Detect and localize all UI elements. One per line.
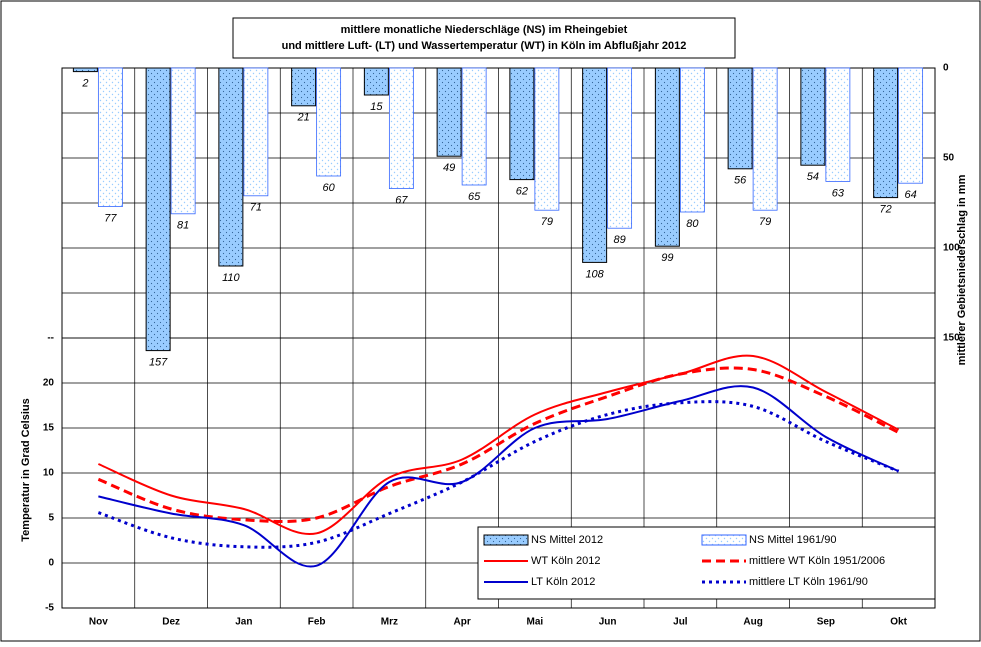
- bar: [752, 67, 778, 211]
- data-label: 80: [686, 218, 699, 230]
- bar: [800, 67, 826, 166]
- bar: [898, 67, 924, 184]
- bar: [145, 67, 171, 352]
- y-tick-label: 5: [48, 513, 54, 524]
- bar: [509, 67, 535, 181]
- legend-label: LT Köln 2012: [531, 576, 595, 588]
- bar: [363, 67, 389, 96]
- y-tick-label: -5: [45, 603, 54, 614]
- bar: [170, 67, 196, 215]
- data-label: 60: [323, 182, 336, 194]
- chart-title: mittlere monatliche Niederschläge (NS) i…: [341, 24, 628, 36]
- bar: [582, 67, 608, 263]
- y-tick-label: 10: [43, 468, 55, 479]
- x-tick-label: Feb: [308, 617, 326, 628]
- data-label: 79: [759, 216, 771, 228]
- data-label: 49: [443, 162, 455, 174]
- x-tick-label: Jan: [235, 617, 252, 628]
- data-label: 108: [585, 268, 604, 280]
- bar: [218, 67, 244, 267]
- bar: [72, 67, 98, 73]
- legend-swatch: [701, 534, 747, 546]
- y2-tick-label: 100: [943, 243, 960, 254]
- data-label: 157: [149, 357, 168, 369]
- data-label: 15: [370, 101, 383, 113]
- line: [97, 366, 900, 524]
- x-tick-label: Mrz: [381, 617, 398, 628]
- data-label: 2: [81, 78, 88, 90]
- bar: [654, 67, 680, 247]
- legend-label: NS Mittel 1961/90: [749, 534, 836, 546]
- y2-tick-label: 0: [943, 63, 949, 74]
- data-label: 63: [832, 187, 845, 199]
- data-label: 56: [734, 175, 747, 187]
- data-label: 71: [250, 202, 262, 214]
- bar: [243, 67, 269, 197]
- legend-label: mittlere WT Köln 1951/2006: [749, 555, 885, 567]
- line: [98, 385, 900, 568]
- bar: [873, 67, 899, 199]
- line: [97, 400, 900, 549]
- data-label: 72: [880, 204, 892, 216]
- y-tick-label: 0: [48, 558, 54, 569]
- data-label: 110: [222, 272, 240, 284]
- data-label: 79: [541, 216, 553, 228]
- y2-axis-title: mittlerer Gebietsniederschlag in mm: [956, 174, 968, 365]
- y-tick-label: --: [47, 333, 54, 344]
- data-label: 77: [104, 213, 117, 225]
- x-tick-label: Sep: [817, 617, 835, 628]
- x-tick-label: Jul: [673, 617, 688, 628]
- x-tick-label: Mai: [527, 617, 544, 628]
- bar: [727, 67, 753, 170]
- bar: [291, 67, 317, 107]
- data-label: 64: [905, 189, 917, 201]
- data-label: 89: [614, 234, 626, 246]
- x-tick-label: Aug: [743, 617, 762, 628]
- bar: [461, 67, 487, 186]
- data-label: 54: [807, 171, 819, 183]
- bar: [534, 67, 560, 211]
- bar: [316, 67, 342, 177]
- bar: [388, 67, 414, 189]
- bar: [825, 67, 851, 182]
- data-label: 62: [516, 186, 528, 198]
- y-tick-label: 20: [43, 378, 55, 389]
- x-tick-label: Jun: [599, 617, 617, 628]
- legend-label: NS Mittel 2012: [531, 534, 603, 546]
- title-box: [232, 17, 736, 59]
- bar: [436, 67, 462, 157]
- y2-tick-label: 50: [943, 153, 955, 164]
- x-tick-label: Okt: [890, 617, 907, 628]
- y-tick-label: 15: [43, 423, 55, 434]
- legend-label: WT Köln 2012: [531, 555, 601, 567]
- data-label: 65: [468, 191, 481, 203]
- data-label: 81: [177, 220, 189, 232]
- bar: [679, 67, 705, 213]
- bar: [97, 67, 123, 208]
- legend-swatch: [483, 534, 529, 546]
- x-tick-label: Apr: [454, 617, 471, 628]
- line: [97, 354, 900, 536]
- data-label: 99: [661, 252, 673, 264]
- data-label: 21: [297, 112, 310, 124]
- x-tick-label: Dez: [162, 617, 180, 628]
- data-label: 67: [395, 195, 408, 207]
- bar: [607, 67, 633, 229]
- x-tick-label: Nov: [89, 617, 108, 628]
- chart-subtitle: und mittlere Luft- (LT) und Wassertemper…: [282, 40, 687, 52]
- y2-tick-label: 150: [943, 333, 960, 344]
- y-axis-title: Temperatur in Grad Celsius: [20, 398, 32, 541]
- legend-label: mittlere LT Köln 1961/90: [749, 576, 868, 588]
